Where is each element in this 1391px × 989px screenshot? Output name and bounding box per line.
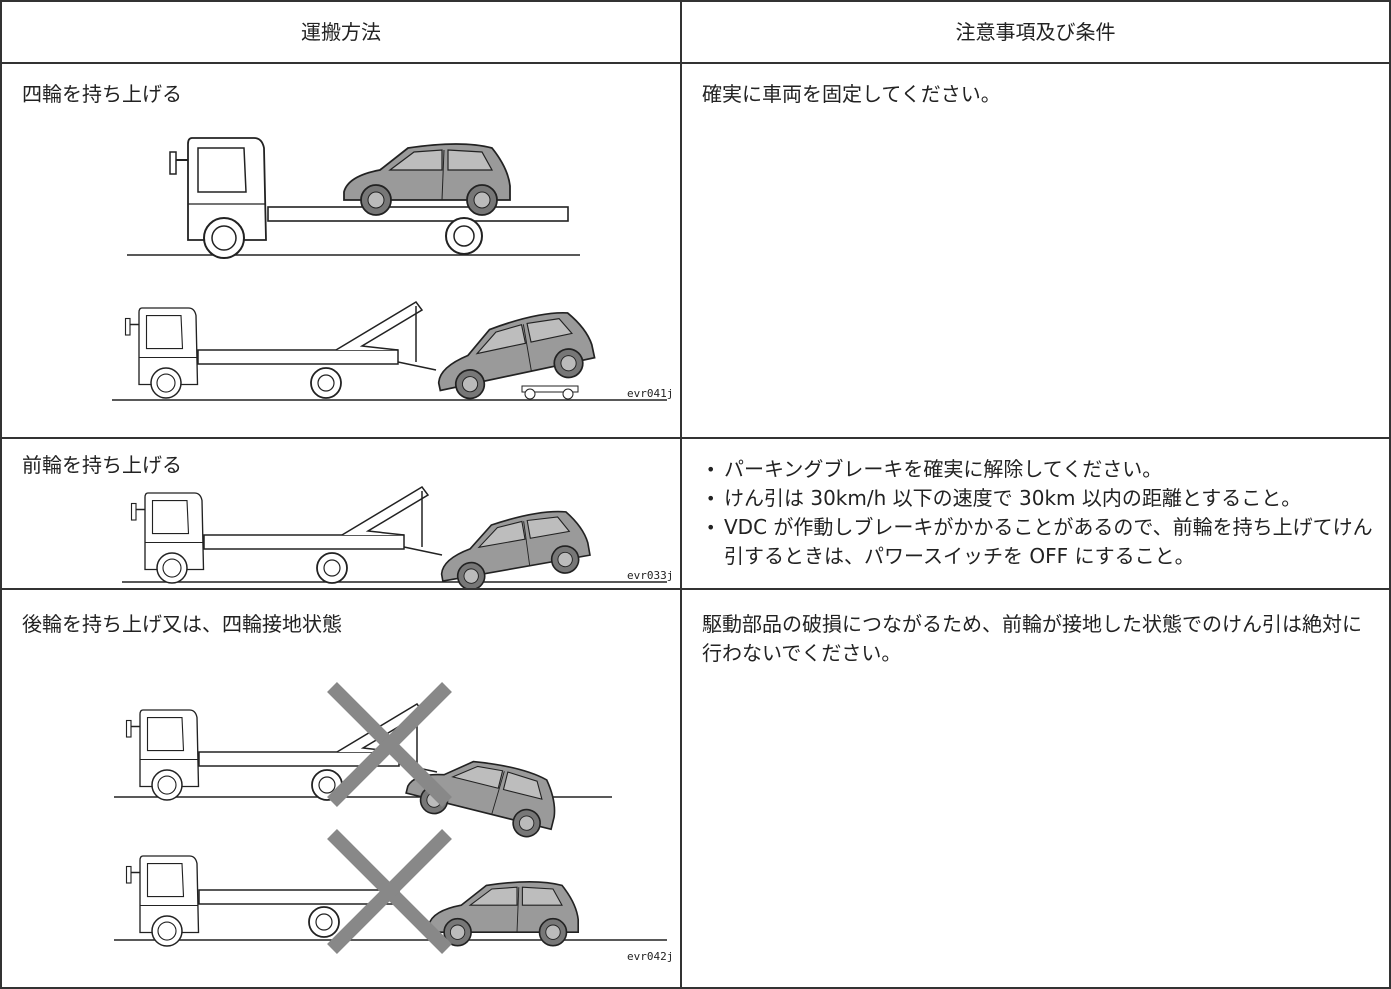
method-cell: evr041j 四輪を持ち上げる <box>0 62 682 439</box>
condition-item: けん引は 30km/h 以下の速度で 30km 以内の距離とすること。 <box>702 484 1375 513</box>
condition-item: パーキングブレーキを確実に解除してください。 <box>702 455 1375 484</box>
conditions-cell: パーキングブレーキを確実に解除してください。 けん引は 30km/h 以下の速度… <box>680 437 1391 590</box>
condition-item: VDC が作動しブレーキがかかることがあるので、前輪を持ち上げてけん引するときは… <box>702 513 1375 571</box>
condition-list: パーキングブレーキを確実に解除してください。 けん引は 30km/h 以下の速度… <box>702 455 1375 571</box>
method-cell: evr033j 前輪を持ち上げる <box>0 437 682 590</box>
illustration: evr033j <box>122 439 673 588</box>
condition-text: 確実に車両を固定してください。 <box>702 82 1001 106</box>
method-text: 後輪を持ち上げ又は、四輪接地状態 <box>22 612 342 636</box>
header-cell: 運搬方法 <box>0 0 682 64</box>
condition-text: 駆動部品の破損につながるため、前輪が接地した状態でのけん引は絶対に行わないでくだ… <box>702 612 1362 665</box>
figure-code: evr033j <box>627 569 673 582</box>
illustration: evr041j <box>112 137 673 406</box>
figure-code: evr041j <box>627 387 673 400</box>
method-cell: evr042j 後輪を持ち上げ又は、四輪接地状態 <box>0 588 682 989</box>
method-text: 四輪を持ち上げる <box>22 82 182 106</box>
figure-code: evr042j <box>627 950 673 963</box>
method-text: 前輪を持ち上げる <box>22 453 182 477</box>
illustration: evr042j <box>114 682 673 963</box>
header-cell: 注意事項及び条件 <box>680 0 1391 64</box>
prohibited-mark <box>327 682 452 954</box>
conditions-cell: 駆動部品の破損につながるため、前輪が接地した状態でのけん引は絶対に行わないでくだ… <box>680 588 1391 989</box>
conditions-cell: 確実に車両を固定してください。 <box>680 62 1391 439</box>
